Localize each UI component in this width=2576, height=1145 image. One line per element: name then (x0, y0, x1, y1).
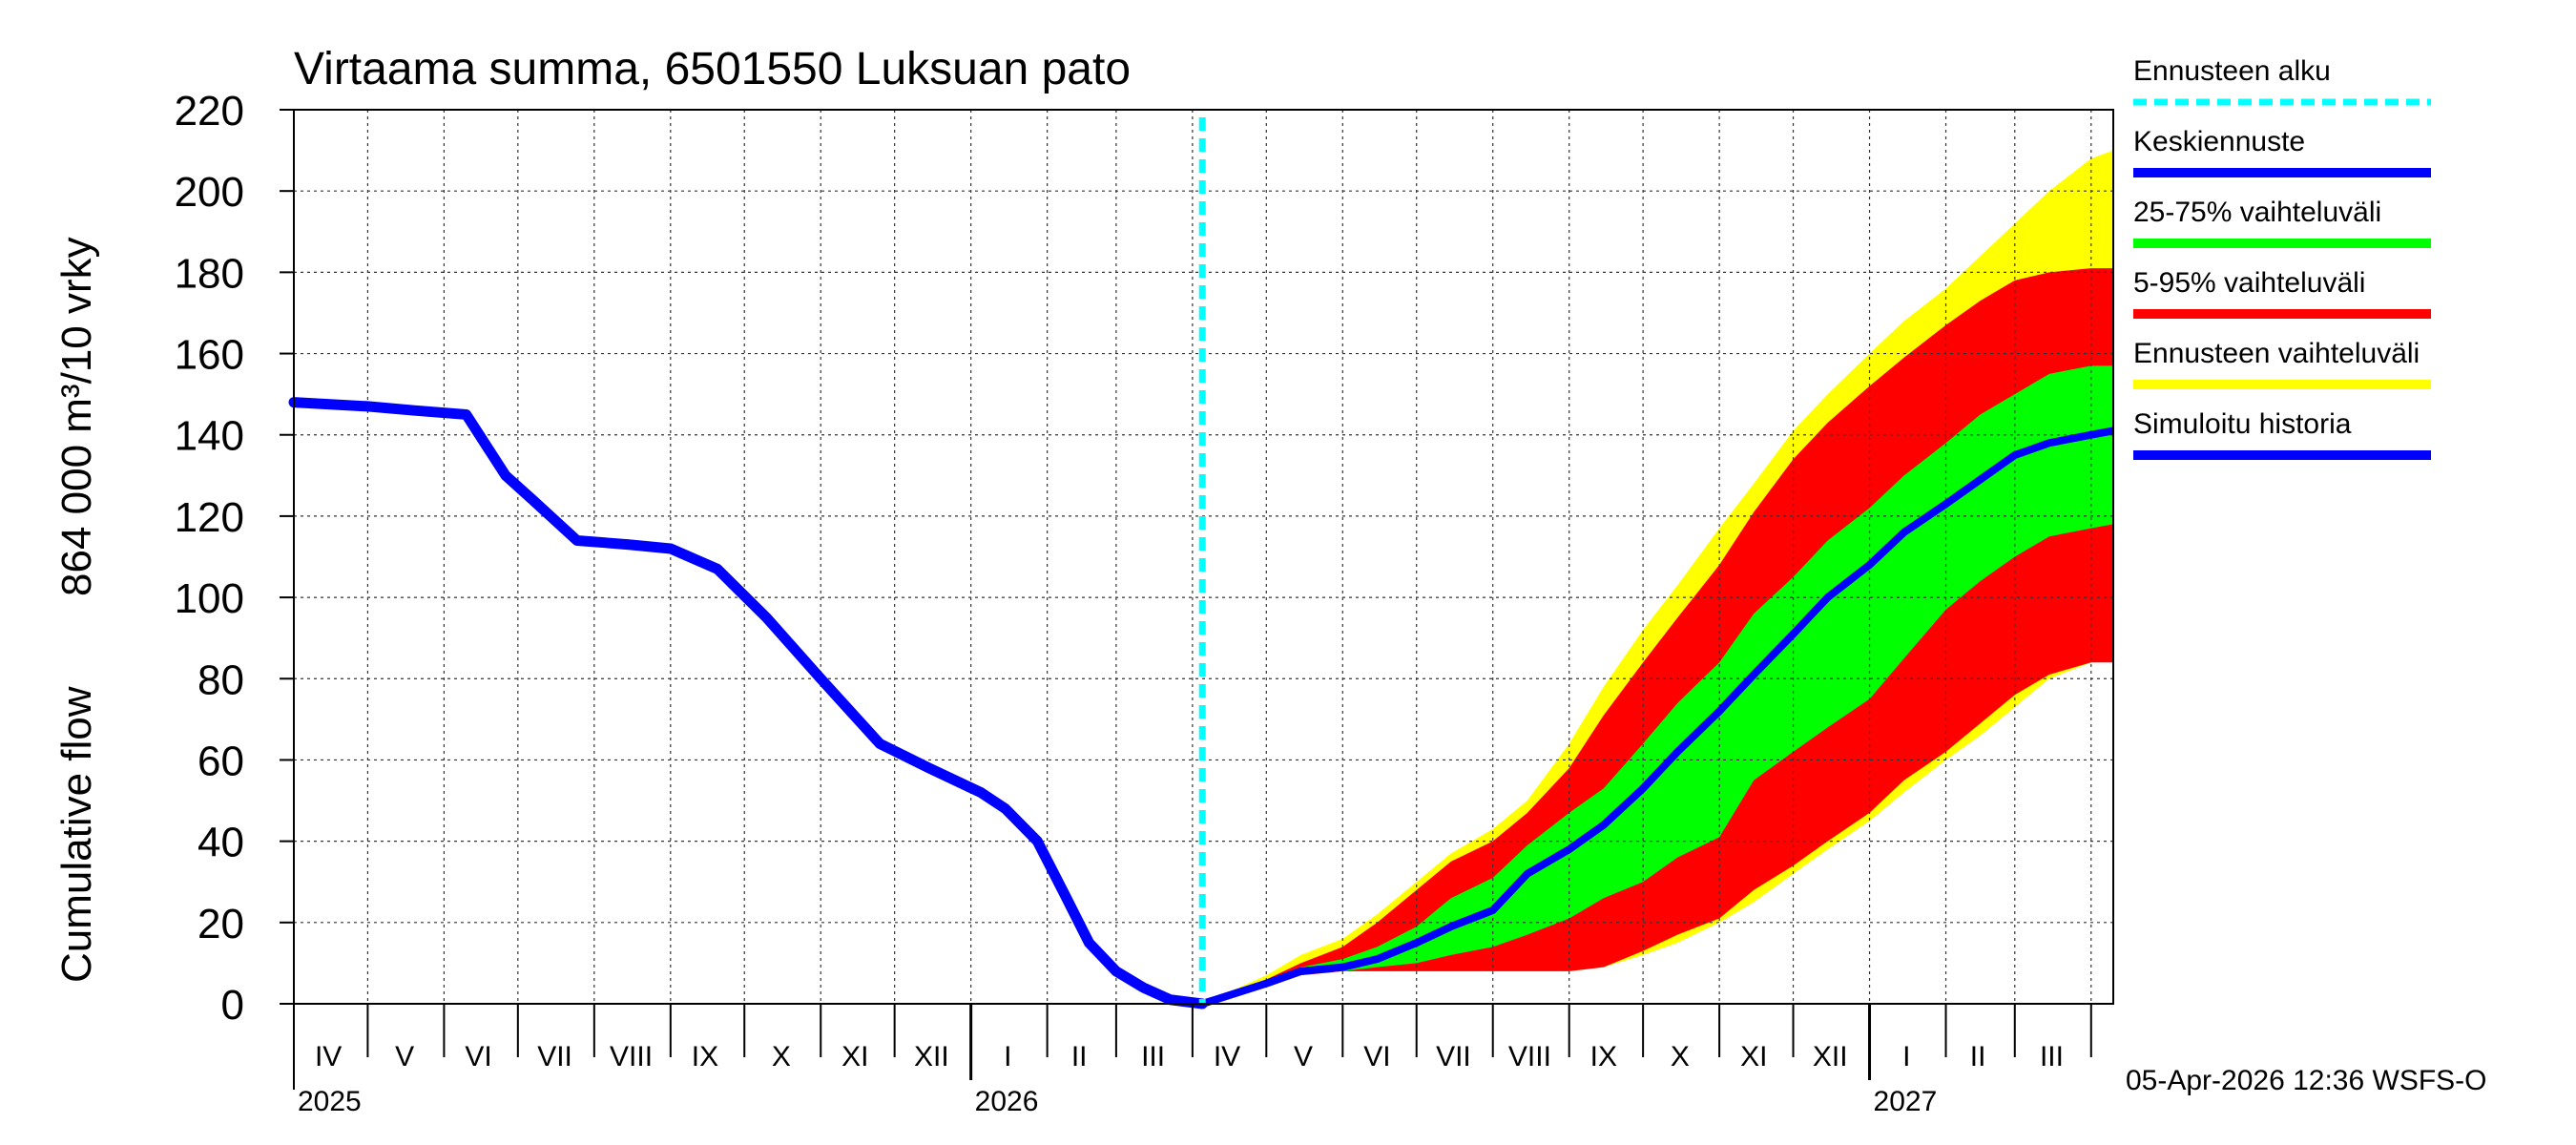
band-1 (1202, 268, 2113, 1004)
month-label-16: VIII (1508, 1041, 1551, 1072)
month-label-8: XII (914, 1041, 949, 1072)
year-label-1: 2026 (975, 1086, 1039, 1117)
y-tick-label-1: 20 (197, 901, 244, 947)
legend-label-2: 25-75% vaihteluväli (2133, 197, 2381, 228)
legend-label-1: Keskiennuste (2133, 126, 2305, 157)
x-axis-ticks: IV V VI VII VIII IX X XI XII I II III IV V VI VII VIII IX… (298, 1004, 2092, 1117)
month-label-11: III (1141, 1041, 1165, 1072)
y-tick-label-7: 140 (175, 413, 244, 460)
forecast-bands (1202, 150, 2113, 1004)
history-line (288, 397, 1208, 1010)
axes (293, 109, 2114, 1090)
month-label-9: I (1004, 1041, 1011, 1072)
month-label-22: II (1970, 1041, 1986, 1072)
year-label-2: 2027 (1874, 1086, 1938, 1117)
month-label-6: X (772, 1041, 791, 1072)
legend-label-5: Simuloitu historia (2133, 408, 2352, 440)
year-label-0: 2025 (298, 1086, 362, 1117)
month-label-7: XI (841, 1041, 868, 1072)
chart-title: Virtaama summa, 6501550 Luksuan pato (294, 44, 1131, 94)
footer-timestamp: 05-Apr-2026 12:36 WSFS-O (2126, 1065, 2487, 1096)
legend-label-3: 5-95% vaihteluväli (2133, 267, 2365, 299)
month-label-4: VIII (610, 1041, 653, 1072)
y-tick-label-8: 160 (175, 332, 244, 379)
month-label-5: IX (692, 1041, 718, 1072)
band-2 (1202, 365, 2113, 1004)
month-label-23: III (2040, 1041, 2064, 1072)
plot-frame (293, 109, 2114, 1005)
y-tick-label-11: 220 (175, 88, 244, 135)
month-label-18: X (1671, 1041, 1690, 1072)
y-tick-label-0: 0 (221, 982, 244, 1029)
y-tick-label-9: 180 (175, 250, 244, 297)
legend: Ennusteen alku Keskiennuste 25-75% vaihtel… (2133, 55, 2431, 460)
month-label-15: VII (1436, 1041, 1471, 1072)
month-label-20: XII (1813, 1041, 1848, 1072)
month-label-12: IV (1214, 1041, 1240, 1072)
y-tick-label-5: 100 (175, 575, 244, 622)
month-label-3: VII (537, 1041, 572, 1072)
y-tick-label-4: 80 (197, 656, 244, 703)
month-label-19: XI (1740, 1041, 1767, 1072)
month-label-0: IV (315, 1041, 342, 1072)
month-label-10: II (1071, 1041, 1088, 1072)
y-tick-label-10: 200 (175, 169, 244, 216)
month-label-21: I (1902, 1041, 1910, 1072)
month-label-17: IX (1590, 1041, 1617, 1072)
month-label-14: VI (1363, 1041, 1390, 1072)
month-label-2: VI (465, 1041, 491, 1072)
legend-label-4: Ennusteen vaihteluväli (2133, 338, 2420, 369)
y-tick-label-6: 120 (175, 494, 244, 541)
y-axis-label-fi: 864 000 m³/10 vrky (53, 237, 100, 596)
y-axis-ticks: 0 20 40 60 80 100 120 140 160 180 200 220 (175, 88, 294, 1029)
y-axis-label-en: Cumulative flow (53, 686, 100, 983)
median-line (1200, 427, 2114, 1008)
y-tick-label-2: 40 (197, 820, 244, 866)
y-tick-label-3: 60 (197, 738, 244, 784)
series-lines (288, 117, 2114, 1010)
legend-label-0: Ennusteen alku (2133, 55, 2331, 87)
month-label-1: V (395, 1041, 414, 1072)
month-label-13: V (1294, 1041, 1313, 1072)
